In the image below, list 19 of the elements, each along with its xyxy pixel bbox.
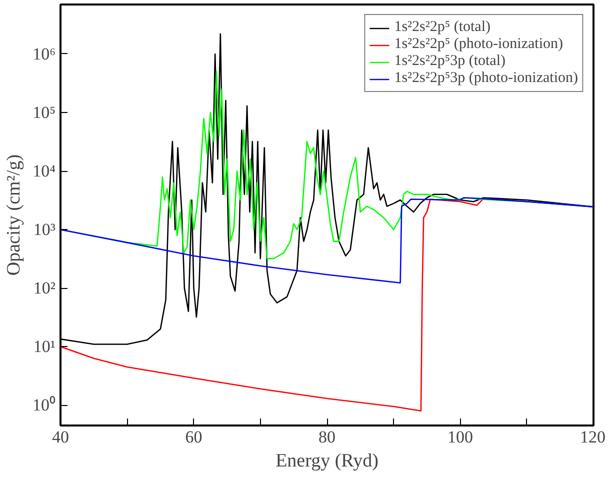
y-tick-label: 10⁵ — [32, 103, 56, 122]
x-tick-label: 80 — [318, 428, 336, 446]
y-tick-label: 10³ — [33, 220, 56, 240]
y-tick-label: 10⁰ — [32, 396, 56, 415]
x-tick-label: 40 — [52, 428, 69, 446]
x-tick-label: 120 — [580, 428, 606, 446]
line-series — [60, 197, 594, 284]
y-tick-label: 10¹ — [33, 337, 56, 356]
legend-label: 1s²2s²2p⁵ (total) — [394, 19, 491, 36]
legend-label: 1s²2s²2p⁵ (photo-ionization) — [394, 36, 563, 53]
y-tick-label: 10² — [33, 278, 56, 298]
x-tick-label: 60 — [185, 428, 202, 446]
legend-label: 1s²2s²2p⁵3p (photo-ionization) — [394, 70, 578, 87]
legend-label: 1s²2s²2p⁵3p (total) — [394, 53, 506, 70]
y-tick-label: 10⁴ — [32, 162, 56, 181]
y-axis-title: Opacity (cm²/g) — [4, 154, 24, 276]
x-tick-label: 100 — [448, 428, 473, 446]
x-axis-title: Energy (Ryd) — [276, 450, 378, 472]
y-tick-label: 10⁶ — [32, 44, 56, 64]
